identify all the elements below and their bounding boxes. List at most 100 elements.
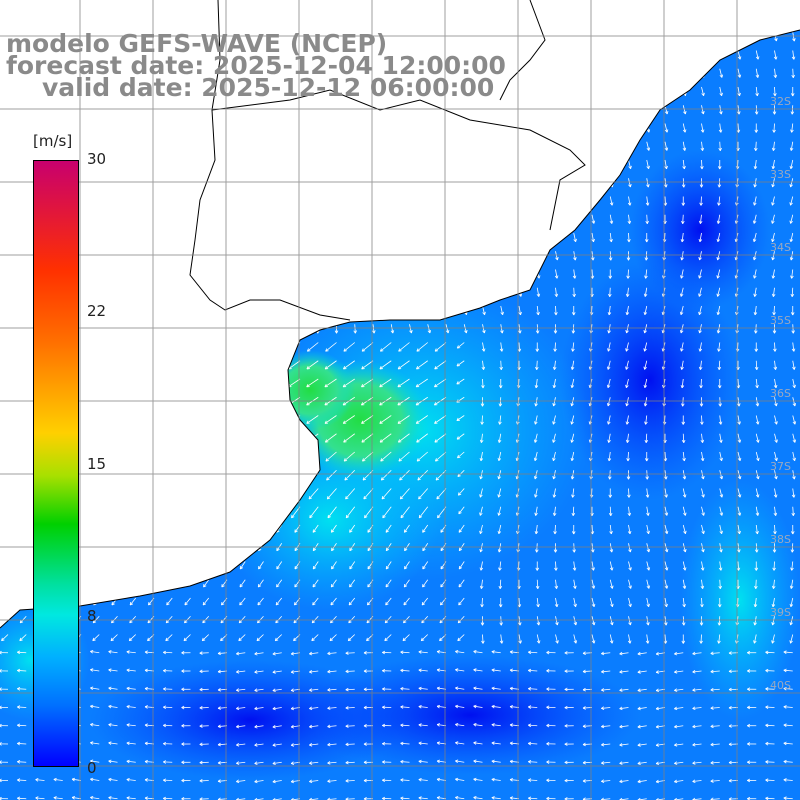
wind-arrow [327,724,337,729]
wind-arrow [420,634,429,642]
wind-arrow [390,324,395,334]
lat-label-34s: 34S [770,241,791,254]
wind-arrow [255,433,264,440]
wind-arrow [754,105,759,115]
wind-arrow [188,251,193,261]
wind-arrow [536,178,541,188]
wind-arrow [628,597,632,608]
wind-arrow [498,579,503,589]
wind-arrow [606,378,611,388]
wind-arrow [199,724,209,728]
wind-arrow [570,433,575,443]
wind-arrow [479,105,483,115]
wind-arrow [500,324,504,334]
wind-arrow [601,779,611,783]
wind-arrow [254,651,264,656]
wind-arrow [169,324,173,334]
wind-arrow [352,123,356,133]
wind-arrow [480,597,484,608]
colorbar [33,160,79,767]
wind-arrow [773,342,777,352]
wind-arrow [755,488,760,498]
wind-arrow [536,287,541,297]
wind-arrow [737,68,742,78]
lat-label-32s: 32S [770,95,791,108]
wind-arrow [260,324,264,334]
wind-arrow [518,214,523,224]
wind-arrow [646,141,651,151]
wind-arrow [552,68,557,78]
wind-arrow [609,196,614,206]
wind-arrow [643,305,648,316]
wind-arrow [7,251,11,261]
wind-arrow [698,269,702,279]
wind-arrow [199,779,209,783]
colorbar-tick-30: 30 [87,150,107,168]
wind-arrow [418,506,429,519]
wind-arrow [352,269,356,279]
wind-arrow [625,433,630,443]
wind-arrow [789,616,794,626]
wind-arrow [239,597,246,606]
wind-arrow [23,123,27,133]
wind-arrow [491,777,501,782]
wind-arrow [500,251,505,261]
wind-arrow [418,686,428,691]
wind-arrow [456,415,465,422]
wind-arrow [181,760,191,765]
wind-arrow [257,579,264,588]
wind-arrow [244,141,249,151]
wind-arrow [90,796,100,800]
wind-arrow [692,651,702,656]
wind-arrow [564,669,574,673]
wind-arrow [239,561,246,570]
wind-arrow [701,86,705,97]
wind-arrow [627,86,632,97]
wind-arrow [698,342,703,352]
wind-arrow [25,287,30,297]
wind-arrow [326,469,337,481]
wind-arrow [345,651,355,655]
wind-arrow [643,342,648,352]
wind-arrow [261,196,265,206]
wind-arrow [126,759,136,764]
wind-arrow [206,269,210,279]
wind-arrow [554,305,558,316]
wind-arrow [129,488,137,496]
wind-arrow [17,741,27,746]
wind-arrow [608,50,613,60]
wind-arrow [737,415,741,425]
wind-arrow [108,759,118,764]
wind-arrow [425,232,430,243]
wind-arrow [463,232,467,243]
wind-arrow [680,232,685,243]
wind-arrow [362,469,374,481]
wind-arrow [170,251,175,261]
wind-arrow [92,488,100,496]
wind-arrow [236,761,246,765]
wind-arrow [546,669,556,673]
wind-arrow [400,686,410,691]
wind-arrow [389,251,393,261]
wind-arrow [108,741,118,745]
wind-arrow [518,305,522,316]
wind-arrow [343,451,356,462]
wind-arrow [528,760,538,764]
wind-arrow [479,543,483,553]
wind-arrow [330,579,337,588]
wind-arrow [564,687,574,692]
wind-arrow [573,616,578,626]
wind-arrow [2,561,9,570]
wind-arrow [625,415,630,425]
wind-arrow [280,123,285,133]
wind-arrow [171,196,176,206]
wind-arrow [351,196,356,206]
wind-arrow [646,178,650,188]
wind-arrow [473,650,483,654]
wind-arrow [457,451,465,459]
wind-arrow [183,634,191,642]
wind-arrow [130,524,137,533]
wind-arrow [164,378,173,385]
wind-arrow [753,634,757,644]
colorbar-tick-8: 8 [87,607,97,625]
